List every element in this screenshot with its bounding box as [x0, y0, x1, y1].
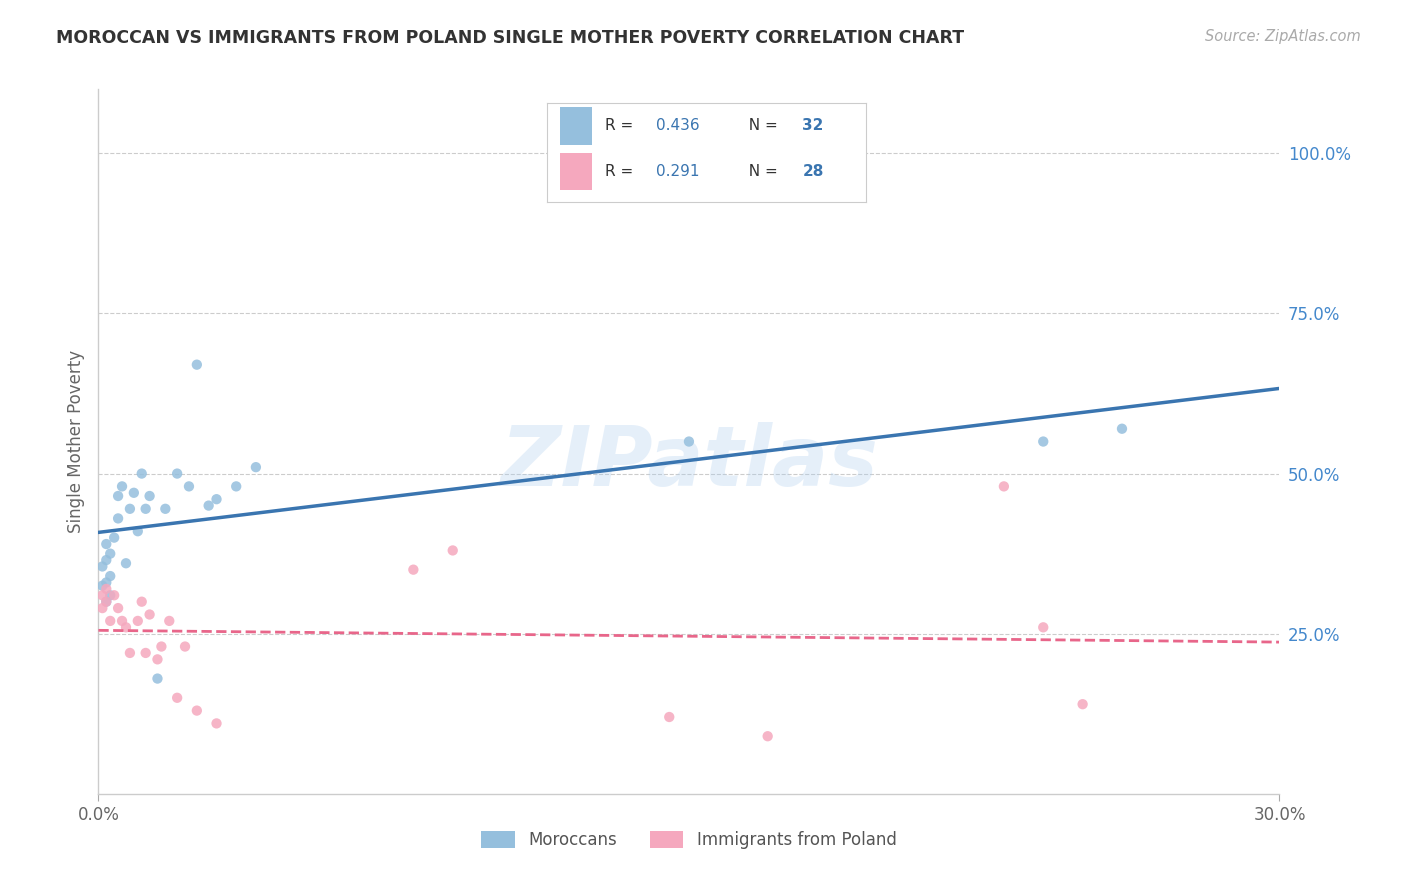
Point — [245, 460, 267, 475]
Point — [1032, 620, 1054, 634]
Point — [186, 358, 208, 372]
Point — [166, 690, 188, 705]
Point — [756, 729, 779, 743]
Point — [111, 614, 134, 628]
Point — [186, 704, 208, 718]
Point — [127, 524, 149, 539]
Text: MOROCCAN VS IMMIGRANTS FROM POLAND SINGLE MOTHER POVERTY CORRELATION CHART: MOROCCAN VS IMMIGRANTS FROM POLAND SINGL… — [56, 29, 965, 47]
Text: ZIPatlas: ZIPatlas — [501, 422, 877, 503]
Point — [1071, 697, 1094, 711]
Point — [138, 489, 160, 503]
Point — [150, 640, 173, 654]
Point — [205, 492, 228, 507]
Point — [131, 467, 153, 481]
Point — [98, 547, 121, 561]
Text: Source: ZipAtlas.com: Source: ZipAtlas.com — [1205, 29, 1361, 45]
Point — [197, 499, 219, 513]
Point — [135, 501, 157, 516]
Point — [107, 511, 129, 525]
Point — [225, 479, 247, 493]
Point — [146, 652, 169, 666]
Y-axis label: Single Mother Poverty: Single Mother Poverty — [66, 350, 84, 533]
Point — [135, 646, 157, 660]
Point — [91, 601, 114, 615]
Point — [98, 614, 121, 628]
Point — [96, 537, 118, 551]
Point — [157, 614, 180, 628]
Point — [118, 646, 141, 660]
Point — [118, 501, 141, 516]
Point — [131, 595, 153, 609]
Point — [96, 575, 118, 590]
Point — [96, 582, 118, 596]
Point — [111, 479, 134, 493]
Point — [115, 556, 138, 570]
Point — [103, 588, 125, 602]
Point — [441, 543, 464, 558]
Point — [174, 640, 197, 654]
Point — [166, 467, 188, 481]
Point — [155, 501, 177, 516]
Legend: Moroccans, Immigrants from Poland: Moroccans, Immigrants from Poland — [475, 824, 903, 856]
Point — [96, 595, 118, 609]
Point — [91, 588, 114, 602]
Point — [205, 716, 228, 731]
Point — [402, 563, 425, 577]
Point — [146, 672, 169, 686]
Point — [993, 479, 1015, 493]
Point — [177, 479, 200, 493]
Point — [127, 614, 149, 628]
Point — [91, 559, 114, 574]
Point — [103, 531, 125, 545]
Point — [122, 485, 145, 500]
Point — [1032, 434, 1054, 449]
Point — [96, 595, 118, 609]
Point — [115, 620, 138, 634]
Point — [107, 489, 129, 503]
Point — [138, 607, 160, 622]
Point — [98, 588, 121, 602]
Point — [98, 569, 121, 583]
Point — [658, 710, 681, 724]
Point — [107, 601, 129, 615]
Point — [96, 553, 118, 567]
Point — [1111, 422, 1133, 436]
Point — [91, 579, 114, 593]
Point — [678, 434, 700, 449]
